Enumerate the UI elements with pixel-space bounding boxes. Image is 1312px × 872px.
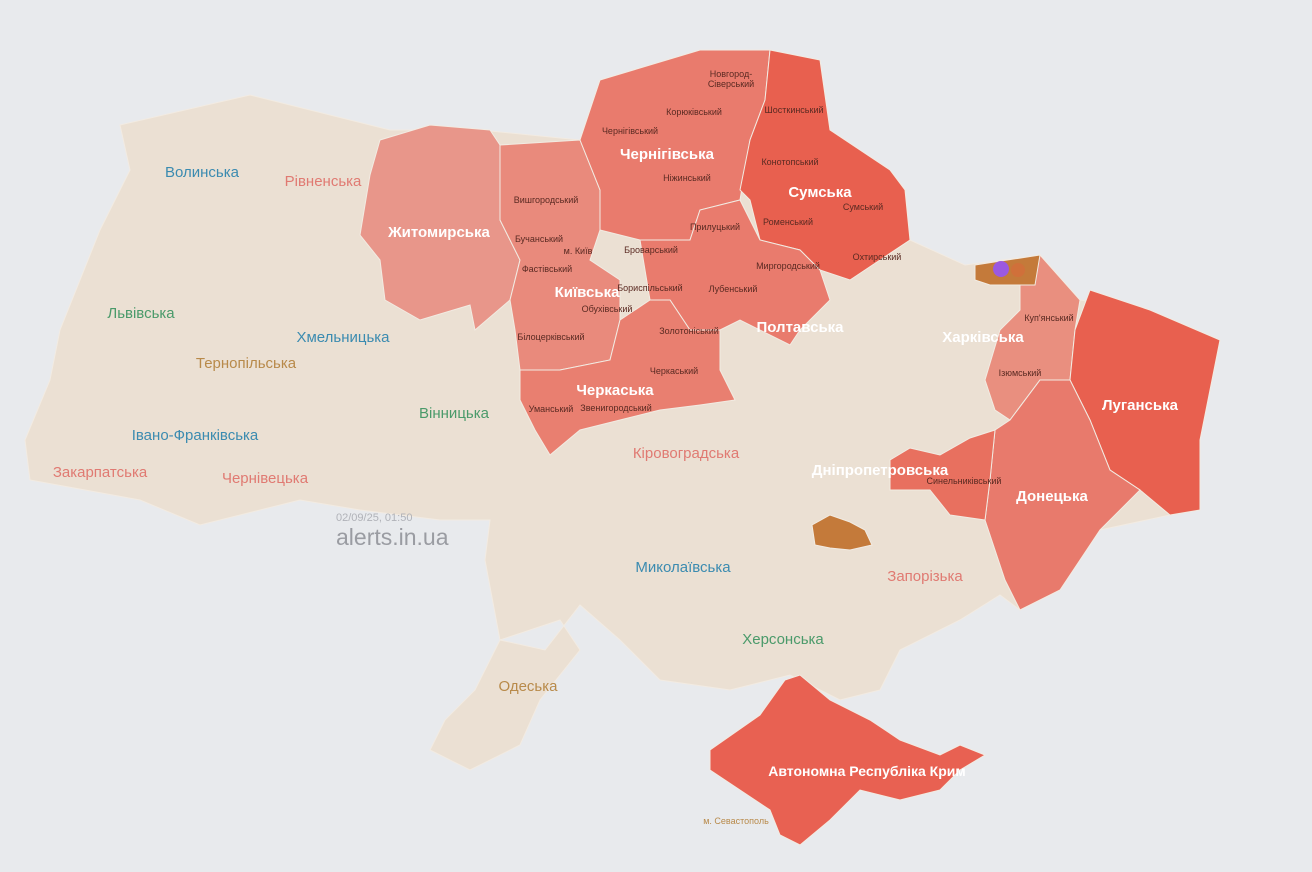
- label-volynska: Волинська: [165, 164, 240, 181]
- artillery-icon[interactable]: [1011, 263, 1025, 277]
- label-chernivetska: Чернівецька: [222, 470, 309, 487]
- zaporizhzhia-front-threat[interactable]: [811, 514, 873, 551]
- kharkiv-east[interactable]: [984, 254, 1081, 421]
- district-boryspilskyi: Бориспільський: [617, 283, 682, 293]
- label-sevastopol: м. Севастополь: [703, 816, 769, 826]
- district-cherkaskyi: Черкаський: [650, 366, 698, 376]
- district-nizhynskyi: Ніжинський: [663, 173, 711, 183]
- district-okhtyrskyi: Охтирський: [853, 252, 902, 262]
- label-sumska: Сумська: [788, 184, 852, 201]
- district-zolotoniskyi: Золотоніський: [659, 326, 719, 336]
- district-romenskyi: Роменський: [763, 217, 813, 227]
- label-kirovohradska: Кіровоградська: [633, 445, 740, 462]
- district-prylutskyi: Прилуцький: [690, 222, 740, 232]
- district-sumskyi: Сумський: [843, 202, 883, 212]
- district-novhorod-1: Новгород-: [710, 69, 752, 79]
- label-dnipropetrovska: Дніпропетровська: [812, 462, 949, 479]
- sumy-oblast[interactable]: [739, 49, 911, 281]
- label-mykolaivska: Миколаївська: [635, 559, 731, 576]
- label-kharkivska: Харківська: [942, 329, 1024, 346]
- synelnykove-district[interactable]: [889, 429, 996, 521]
- label-chernihivska: Чернігівська: [620, 146, 715, 163]
- district-myrhorodskyi: Миргородський: [756, 261, 820, 271]
- label-odeska: Одеська: [499, 678, 559, 695]
- label-crimea: Автономна Республіка Крим: [768, 763, 966, 779]
- district-konotopskyi: Конотопський: [761, 157, 818, 167]
- label-zakarpatska: Закарпатська: [53, 464, 148, 481]
- label-cherkaska: Черкаська: [576, 382, 654, 399]
- label-rivnenska: Рівненська: [285, 173, 362, 190]
- label-vinnytska: Вінницька: [419, 405, 490, 422]
- district-kupianskyi: Куп'янський: [1024, 313, 1073, 323]
- label-poltavska: Полтавська: [756, 319, 844, 336]
- district-buchanskyi: Бучанський: [515, 234, 563, 244]
- district-umanskyi: Уманський: [529, 404, 574, 414]
- district-obukhivskyi: Обухівський: [582, 304, 633, 314]
- district-koriukivskyi: Корюківський: [666, 107, 722, 117]
- label-ternopilska: Тернопільська: [196, 355, 297, 372]
- label-khersonska: Херсонська: [742, 631, 824, 648]
- watermark-site: alerts.in.ua: [336, 524, 449, 550]
- district-novhorod-2: Сіверський: [708, 79, 754, 89]
- label-lvivska: Львівська: [107, 305, 175, 322]
- label-kyivska: Київська: [555, 284, 621, 301]
- district-lubenskyi: Лубенський: [709, 284, 758, 294]
- zhytomyr-oblast[interactable]: [359, 124, 521, 331]
- district-brovarskyi: Броварський: [624, 245, 678, 255]
- crimea[interactable]: [709, 674, 987, 846]
- district-kyiv-city: м. Київ: [564, 246, 593, 256]
- district-iziumskyi: Ізюмський: [999, 368, 1042, 378]
- district-chernihivskyi: Чернігівський: [602, 126, 658, 136]
- label-donetska: Донецька: [1016, 488, 1088, 505]
- cherkasy-oblast[interactable]: [519, 299, 736, 456]
- district-fastivskyi: Фастівський: [522, 264, 572, 274]
- label-zhytomyrska: Житомирська: [387, 224, 490, 241]
- district-shostkynskyi: Шосткинський: [765, 105, 824, 115]
- district-vyshhorodskyi: Вишгородський: [514, 195, 579, 205]
- label-zaporizka: Запорізька: [887, 568, 963, 585]
- label-ivano-frankivska: Івано-Франківська: [132, 427, 259, 444]
- watermark-timestamp: 02/09/25, 01:50: [336, 512, 413, 524]
- drone-icon[interactable]: [993, 261, 1009, 277]
- label-luhanska: Луганська: [1102, 397, 1179, 414]
- district-zvenyhorodskyi: Звенигородський: [580, 403, 651, 413]
- district-synelnykivskyi: Синельниківський: [927, 476, 1002, 486]
- district-bilotserkivskyi: Білоцерківський: [517, 332, 584, 342]
- label-khmelnytska: Хмельницька: [296, 329, 390, 346]
